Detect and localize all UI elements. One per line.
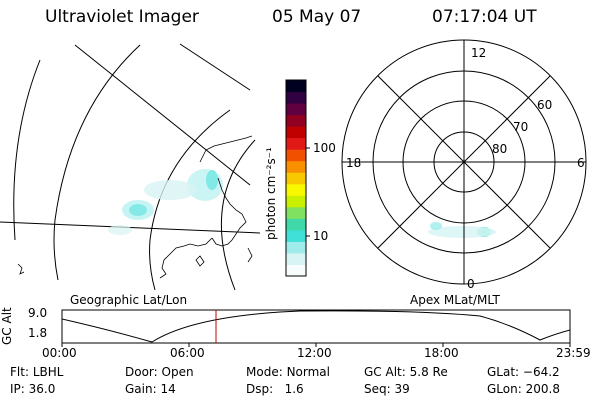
polar-plot <box>341 39 587 285</box>
mlt-meridian <box>377 75 551 249</box>
timeline-xtick: 12:00 <box>297 346 332 360</box>
colorbar-tick-label: 100 <box>313 141 336 155</box>
colorbar-segment <box>286 160 306 173</box>
info-gc-alt: GC Alt: 5.8 Re <box>364 365 448 379</box>
longitude-line <box>74 44 251 186</box>
info-dsp: Dsp: 1.6 <box>246 382 304 396</box>
latitude-circle <box>220 139 256 291</box>
colorbar-segment <box>286 172 306 185</box>
mlat-label-70: 70 <box>513 120 529 134</box>
date-label: 05 May 07 <box>272 7 362 27</box>
timeline-xtick: 00:00 <box>42 346 77 360</box>
colorbar-segment <box>286 206 306 219</box>
color-bar <box>286 80 306 277</box>
colorbar-segment <box>286 183 306 196</box>
timeline-ylabel: GC Alt <box>0 307 14 345</box>
mlt-label-12: 12 <box>471 46 487 60</box>
colorbar-segment <box>286 80 306 93</box>
colorbar-segment <box>286 241 306 254</box>
timeline-ytick: 9.0 <box>28 306 48 320</box>
geographic-map <box>0 43 260 291</box>
coastline <box>17 135 253 279</box>
colorbar-segment <box>286 264 306 277</box>
aurora-oval <box>428 222 496 238</box>
color-bar-frame <box>285 79 307 277</box>
right-panel-label: Apex MLat/MLT <box>410 293 500 307</box>
info-glon: GLon: 200.8 <box>487 382 560 396</box>
info-seq: Seq: 39 <box>364 382 410 396</box>
colorbar-segment <box>286 252 306 265</box>
colorbar-segment <box>286 137 306 150</box>
colorbar-segment <box>286 114 306 127</box>
instrument-title: Ultraviolet Imager <box>45 7 199 27</box>
colorbar-unit-label: photon cm⁻²s⁻¹ <box>264 147 278 240</box>
colorbar-segment <box>286 103 306 116</box>
timeline-xtick: 23:59 <box>556 346 591 360</box>
info-mode: Mode: Normal <box>246 365 330 379</box>
left-panel-label: Geographic Lat/Lon <box>70 293 188 307</box>
colorbar-segment <box>286 195 306 208</box>
info-ip: IP: 36.0 <box>10 382 56 396</box>
latitude-circle <box>149 109 231 291</box>
colorbar-segment <box>286 126 306 139</box>
altitude-curve <box>62 310 570 343</box>
aurora-emission <box>108 169 223 235</box>
colorbar-segment <box>286 218 306 231</box>
info-door: Door: Open <box>125 365 194 379</box>
latitude-circle <box>53 44 141 281</box>
colorbar-segment <box>286 149 306 162</box>
info-gain: Gain: 14 <box>125 382 176 396</box>
timeline-xtick: 18:00 <box>424 346 459 360</box>
orbit-altitude-timeline <box>61 309 571 347</box>
mlt-label-0: 0 <box>467 277 475 291</box>
mlt-label-6: 6 <box>577 156 585 170</box>
info-flt: Flt: LBHL <box>10 365 64 379</box>
time-label: 07:17:04 UT <box>432 7 537 27</box>
mlat-label-60: 60 <box>537 98 553 112</box>
timeline-xtick: 06:00 <box>170 346 205 360</box>
colorbar-segment <box>286 91 306 104</box>
mlat-label-80: 80 <box>492 142 508 156</box>
longitude-line <box>179 43 251 91</box>
info-glat: GLat: −64.2 <box>487 365 560 379</box>
colorbar-segment <box>286 229 306 242</box>
colorbar-tick-label: 10 <box>313 229 329 243</box>
latitude-circle <box>13 59 41 241</box>
mlt-label-18: 18 <box>346 156 362 170</box>
timeline-ytick: 1.8 <box>28 326 48 340</box>
